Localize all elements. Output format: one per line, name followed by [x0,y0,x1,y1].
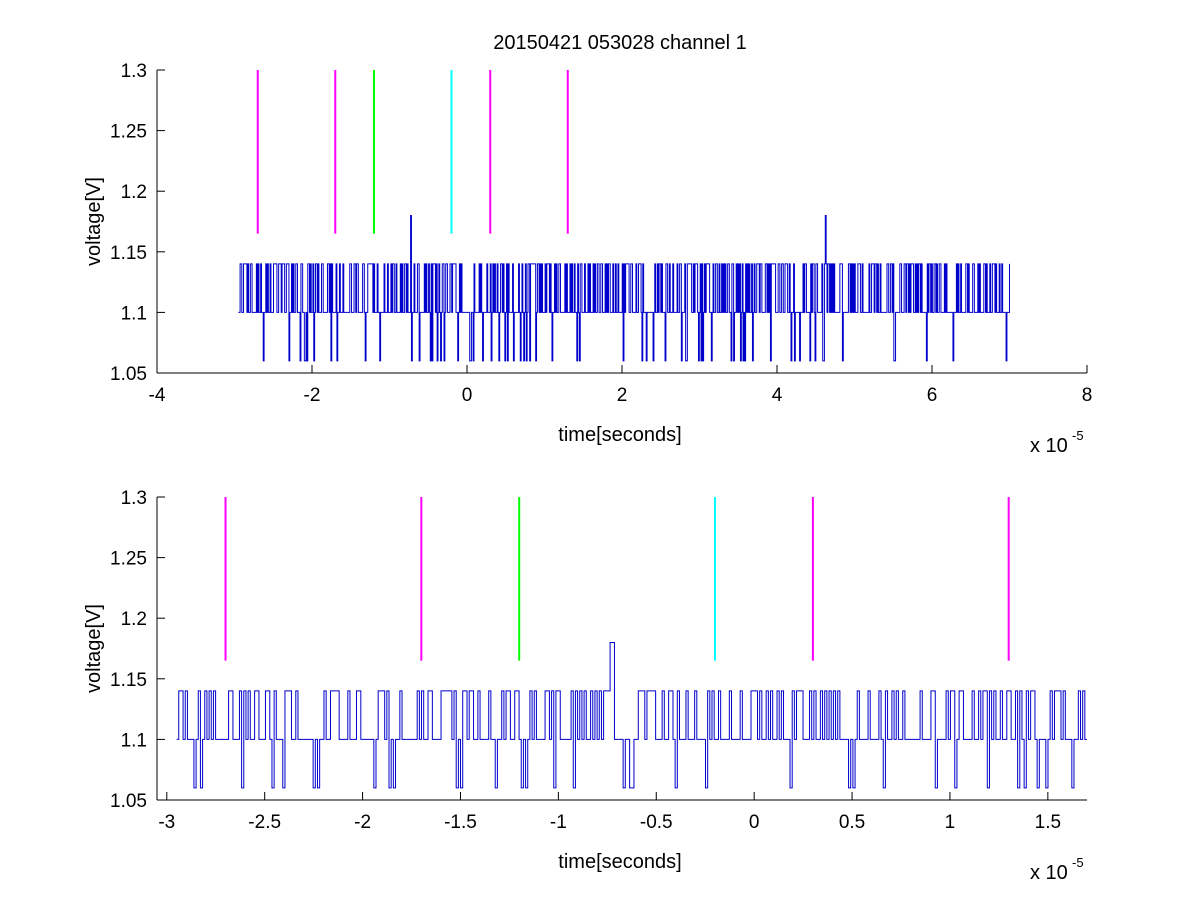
x-axis-label: time[seconds] [558,424,681,446]
y-tick-label: 1.15 [110,670,147,691]
signal-trace [176,641,1087,789]
y-tick-label: 1.1 [121,730,147,751]
x-tick-label: 8 [1082,385,1093,406]
y-tick-label: 1.1 [121,303,147,324]
x-tick-label: 1.5 [1035,812,1061,833]
x-tick-label: -1 [550,812,567,833]
y-tick-label: 1.05 [110,791,147,812]
y-tick-label: 1.05 [110,364,147,385]
figure-title: 20150421 053028 channel 1 [493,32,747,54]
y-tick-label: 1.25 [110,549,147,570]
bottom-panel: -3 -2.5 -2 -1.5 -1 -0.5 0 0.5 1 1.5 1.05 1.1 1.15 1.2… [83,488,1087,884]
signal-trace [238,214,1010,362]
x-multiplier-exponent: -5 [1072,855,1084,870]
x-axis-label: time[seconds] [558,851,681,873]
x-tick-label: -0.5 [640,812,673,833]
y-tick-label: 1.2 [121,609,147,630]
x-tick-label: 6 [927,385,938,406]
y-axis-label: voltage[V] [83,604,105,693]
x-tick-label: -2 [354,812,371,833]
y-tick-label: 1.2 [121,182,147,203]
x-multiplier-label: x 10 [1030,435,1068,457]
y-axis-label: voltage[V] [83,177,105,266]
x-tick-label: 4 [772,385,783,406]
y-tick-label: 1.25 [110,122,147,143]
x-multiplier-label: x 10 [1030,862,1068,884]
x-tick-label: 0 [749,812,760,833]
x-tick-label: 1 [945,812,956,833]
y-tick-label: 1.15 [110,243,147,264]
x-multiplier-exponent: -5 [1072,428,1084,443]
x-tick-label: 0.5 [839,812,865,833]
y-tick-label: 1.3 [121,488,147,509]
top-panel: -4 -2 0 2 4 6 8 1.05 1.1 1.15 1.2 1.25 1.3 time[secon… [83,61,1092,457]
x-tick-label: -3 [158,812,175,833]
y-tick-label: 1.3 [121,61,147,82]
x-tick-label: -1.5 [444,812,477,833]
x-tick-label: -2.5 [248,812,281,833]
x-tick-label: -2 [304,385,321,406]
x-tick-label: 2 [617,385,628,406]
x-tick-label: -4 [149,385,166,406]
x-tick-label: 0 [462,385,473,406]
